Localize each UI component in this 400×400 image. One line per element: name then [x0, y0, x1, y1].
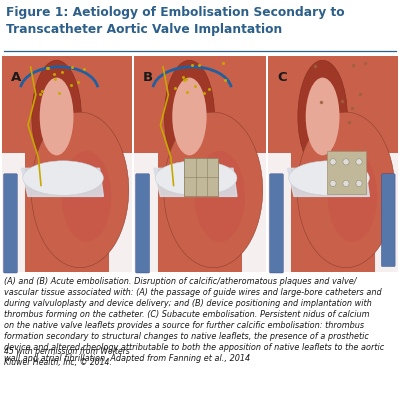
Ellipse shape — [23, 161, 103, 195]
FancyBboxPatch shape — [270, 174, 283, 273]
Circle shape — [343, 180, 349, 186]
FancyBboxPatch shape — [136, 174, 150, 273]
FancyBboxPatch shape — [109, 153, 132, 272]
Ellipse shape — [155, 161, 237, 195]
FancyBboxPatch shape — [375, 153, 398, 272]
FancyBboxPatch shape — [268, 56, 398, 272]
FancyBboxPatch shape — [134, 56, 266, 272]
FancyBboxPatch shape — [382, 174, 395, 266]
Ellipse shape — [195, 151, 245, 242]
Circle shape — [330, 159, 336, 165]
Ellipse shape — [164, 60, 214, 173]
Text: A: A — [11, 71, 21, 84]
Ellipse shape — [172, 78, 206, 155]
Ellipse shape — [31, 112, 129, 268]
Ellipse shape — [297, 112, 395, 268]
Ellipse shape — [32, 60, 81, 173]
Text: C: C — [277, 71, 287, 84]
Ellipse shape — [289, 161, 370, 195]
Text: 45 with permission from Wolters
Kluwer Health, Inc, © 2014.: 45 with permission from Wolters Kluwer H… — [4, 347, 130, 367]
Polygon shape — [22, 168, 103, 196]
FancyBboxPatch shape — [134, 153, 158, 272]
Polygon shape — [154, 168, 237, 196]
Circle shape — [330, 180, 336, 186]
Text: Figure 1: Aetiology of Embolisation Secondary to
Transcatheter Aortic Valve Impl: Figure 1: Aetiology of Embolisation Seco… — [6, 6, 345, 36]
Ellipse shape — [298, 60, 347, 173]
FancyBboxPatch shape — [268, 153, 291, 272]
Ellipse shape — [306, 78, 340, 155]
FancyBboxPatch shape — [242, 153, 266, 272]
Circle shape — [356, 180, 362, 186]
Ellipse shape — [164, 112, 263, 268]
FancyBboxPatch shape — [4, 174, 17, 273]
FancyBboxPatch shape — [184, 158, 218, 196]
Circle shape — [343, 159, 349, 165]
Text: (A) and (B) Acute embolisation. Disruption of calcific/atheromatous plaques and : (A) and (B) Acute embolisation. Disrupti… — [4, 277, 384, 363]
Text: B: B — [143, 71, 153, 84]
FancyBboxPatch shape — [2, 153, 26, 272]
FancyBboxPatch shape — [326, 151, 366, 194]
Circle shape — [356, 159, 362, 165]
Ellipse shape — [40, 78, 74, 155]
Polygon shape — [288, 168, 370, 196]
FancyBboxPatch shape — [2, 56, 132, 272]
Ellipse shape — [328, 151, 377, 242]
Ellipse shape — [62, 151, 111, 242]
